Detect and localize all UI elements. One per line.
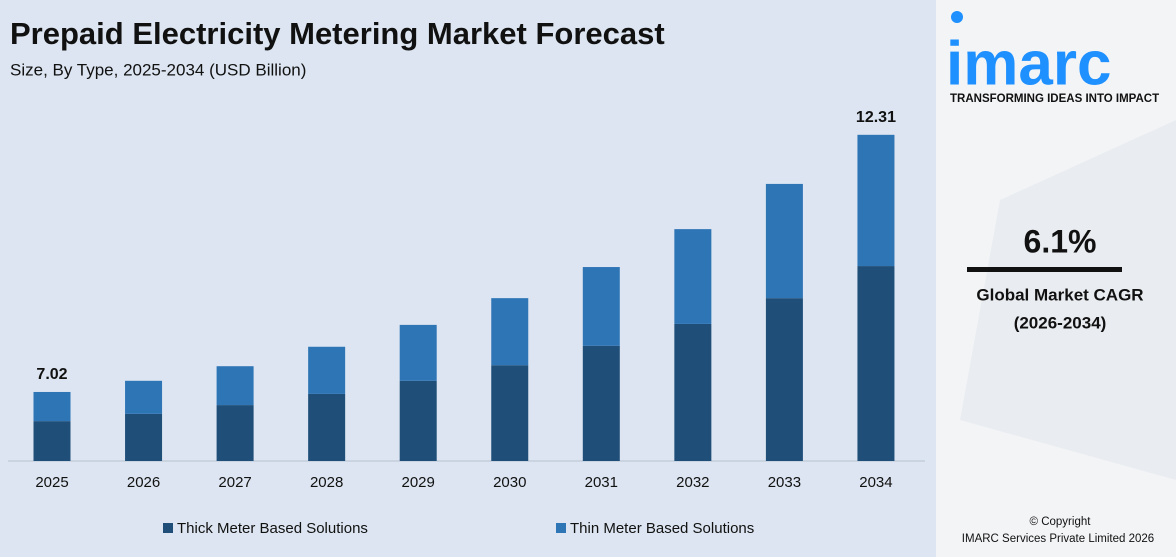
bar-segment bbox=[308, 346, 346, 394]
bar-segment bbox=[765, 183, 803, 299]
bar-segment bbox=[857, 134, 895, 267]
bar-segment bbox=[674, 323, 712, 461]
x-tick-label: 2027 bbox=[218, 474, 251, 491]
bar-segment bbox=[216, 366, 254, 406]
chart-subtitle: Size, By Type, 2025-2034 (USD Billion) bbox=[10, 60, 306, 79]
bar-segment bbox=[399, 380, 437, 461]
x-tick-label: 2033 bbox=[768, 474, 801, 491]
x-tick-label: 2030 bbox=[493, 474, 526, 491]
chart-title: Prepaid Electricity Metering Market Fore… bbox=[10, 16, 665, 51]
company: IMARC Services Private Limited 2026 bbox=[962, 533, 1154, 545]
x-tick-label: 2029 bbox=[402, 474, 435, 491]
bar-segment bbox=[765, 298, 803, 461]
bar-segment bbox=[674, 229, 712, 324]
total-label: 12.31 bbox=[856, 109, 896, 126]
logo-dot bbox=[951, 11, 963, 23]
x-tick-label: 2028 bbox=[310, 474, 343, 491]
bar-segment bbox=[582, 345, 620, 461]
bar-segment bbox=[216, 405, 254, 461]
tagline: TRANSFORMING IDEAS INTO IMPACT bbox=[950, 93, 1159, 105]
x-tick-label: 2025 bbox=[35, 474, 68, 491]
cagr-period: (2026-2034) bbox=[1014, 313, 1107, 332]
bar-segment bbox=[399, 324, 437, 381]
bar-segment bbox=[33, 391, 71, 422]
legend-label: Thick Meter Based Solutions bbox=[177, 520, 368, 537]
legend-label: Thin Meter Based Solutions bbox=[570, 520, 754, 537]
bar-segment bbox=[857, 266, 895, 461]
logo: imarc bbox=[946, 29, 1111, 98]
total-label: 7.02 bbox=[36, 366, 67, 383]
copyright: © Copyright bbox=[1030, 516, 1092, 528]
bar-segment bbox=[491, 298, 529, 366]
cagr-label: Global Market CAGR bbox=[976, 285, 1143, 304]
x-tick-label: 2031 bbox=[585, 474, 618, 491]
x-tick-label: 2032 bbox=[676, 474, 709, 491]
bar-segment bbox=[582, 267, 620, 346]
bar-segment bbox=[491, 365, 529, 461]
sidebar-decoration bbox=[960, 120, 1176, 480]
bar-segment bbox=[308, 393, 346, 461]
cagr-rule bbox=[967, 267, 1122, 272]
x-tick-label: 2034 bbox=[859, 474, 892, 491]
legend-swatch bbox=[556, 523, 566, 533]
x-tick-label: 2026 bbox=[127, 474, 160, 491]
bar-segment bbox=[125, 380, 163, 414]
bar-segment bbox=[33, 421, 71, 461]
cagr-value: 6.1% bbox=[1024, 223, 1097, 259]
legend-swatch bbox=[163, 523, 173, 533]
bar-segment bbox=[125, 413, 163, 461]
